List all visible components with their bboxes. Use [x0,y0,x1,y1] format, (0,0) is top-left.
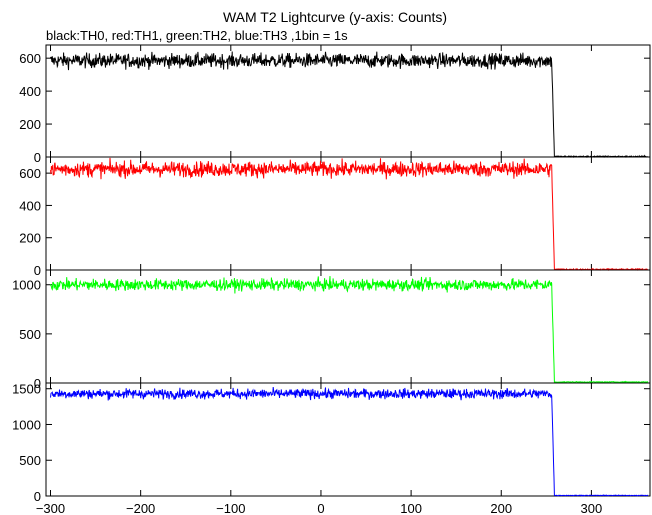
panel-th1: 0 200 400 600 [19,156,651,278]
y-tick-label: 0 [34,376,41,391]
x-tick-label: −300 [36,501,65,515]
panel-frame [45,156,651,271]
chart-subtitle: black:TH0, red:TH1, green:TH2, blue:TH3 … [46,28,348,43]
y-tick-label: 500 [19,453,41,468]
x-tick-label: 300 [581,501,603,515]
series-line-th1 [50,157,649,271]
y-tick-label: 1000 [12,278,41,293]
panel-frame [45,382,651,497]
y-tick-label: 1500 [12,382,41,397]
y-tick-label: 400 [19,198,41,213]
panel-th0: 0 200 400 600 [19,44,651,165]
x-tick-label: −100 [216,501,245,515]
y-tick-label: 600 [19,166,41,181]
panel-th3: 0 500 1000 1500 [12,382,651,504]
y-tick-label: 200 [19,231,41,246]
panel-th2: 0 500 1000 [12,269,651,391]
y-tick-label: 0 [34,263,41,278]
series-line-th0 [50,51,649,159]
chart-title: WAM T2 Lightcurve (y-axis: Counts) [223,9,447,25]
y-tick-label: 600 [19,51,41,66]
x-tick-label: 0 [317,501,324,515]
series-line-th2 [50,276,649,384]
x-axis: −300 −200 −100 0 100 200 300 [36,501,602,515]
y-tick-label: 0 [34,489,41,504]
y-tick-label: 400 [19,84,41,99]
y-tick-label: 0 [34,150,41,165]
x-tick-label: −200 [126,501,155,515]
y-tick-label: 200 [19,117,41,132]
y-tick-label: 1000 [12,417,41,432]
x-tick-label: 100 [400,501,422,515]
y-tick-label: 500 [19,327,41,342]
series-line-th3 [50,386,649,497]
x-tick-label: 200 [490,501,512,515]
